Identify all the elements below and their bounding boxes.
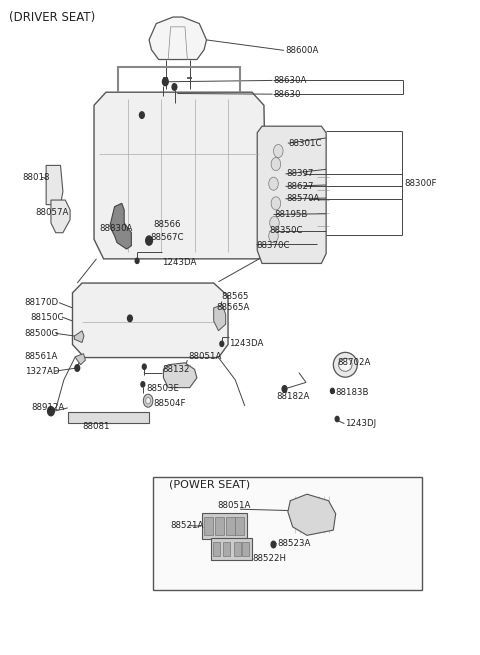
Text: 88350C: 88350C — [270, 226, 303, 235]
Circle shape — [269, 229, 278, 242]
Bar — [202, 513, 247, 539]
Text: (DRIVER SEAT): (DRIVER SEAT) — [9, 11, 96, 24]
Text: 88504F: 88504F — [154, 400, 186, 409]
Bar — [153, 477, 422, 590]
Circle shape — [330, 388, 334, 394]
Text: 88170D: 88170D — [24, 298, 59, 307]
Bar — [211, 538, 252, 560]
Circle shape — [335, 417, 339, 422]
Text: 88150C: 88150C — [30, 312, 64, 322]
Text: 88627: 88627 — [287, 182, 314, 191]
Text: 88565: 88565 — [222, 291, 249, 301]
Polygon shape — [74, 331, 84, 343]
Circle shape — [143, 364, 146, 369]
Polygon shape — [257, 126, 326, 263]
Circle shape — [75, 365, 80, 371]
Polygon shape — [288, 494, 336, 535]
Circle shape — [274, 145, 283, 158]
Bar — [68, 413, 149, 423]
Bar — [223, 542, 230, 556]
Text: 88301C: 88301C — [289, 139, 322, 147]
Circle shape — [271, 158, 281, 171]
Bar — [234, 542, 241, 556]
Polygon shape — [46, 166, 63, 204]
Text: 88397: 88397 — [287, 170, 314, 178]
Circle shape — [141, 382, 145, 387]
Ellipse shape — [333, 352, 357, 377]
Circle shape — [135, 258, 139, 263]
Text: 88081: 88081 — [82, 422, 109, 431]
Text: 1243DJ: 1243DJ — [345, 419, 376, 428]
Circle shape — [271, 196, 281, 210]
Polygon shape — [214, 305, 226, 331]
Text: 88195B: 88195B — [275, 210, 308, 219]
Polygon shape — [110, 203, 132, 249]
Polygon shape — [94, 92, 266, 259]
Text: 88500G: 88500G — [24, 329, 59, 338]
Text: 88522H: 88522H — [252, 553, 287, 563]
Text: 88567C: 88567C — [150, 233, 183, 242]
Text: 88912A: 88912A — [32, 403, 65, 413]
Text: 88521A: 88521A — [170, 521, 204, 530]
Circle shape — [220, 341, 224, 346]
Circle shape — [172, 84, 177, 90]
Bar — [204, 517, 213, 535]
Text: 88523A: 88523A — [277, 538, 311, 548]
Circle shape — [140, 112, 144, 119]
Text: 88018: 88018 — [22, 173, 50, 181]
Text: 88057A: 88057A — [35, 208, 69, 217]
Text: 88702A: 88702A — [337, 358, 371, 367]
Text: 1327AD: 1327AD — [24, 367, 59, 376]
Circle shape — [144, 394, 153, 407]
Circle shape — [48, 407, 54, 416]
Text: 88300F: 88300F — [405, 179, 437, 187]
Circle shape — [271, 541, 276, 548]
Text: 88051A: 88051A — [188, 352, 222, 361]
Text: 88630A: 88630A — [274, 76, 307, 85]
Circle shape — [146, 236, 153, 245]
Text: 88182A: 88182A — [276, 392, 309, 401]
Text: 1243DA: 1243DA — [162, 257, 197, 267]
Text: 88830A: 88830A — [100, 223, 133, 233]
Text: 88600A: 88600A — [285, 46, 318, 55]
Text: 88565A: 88565A — [216, 303, 250, 312]
Text: 88503E: 88503E — [147, 384, 180, 394]
Polygon shape — [51, 200, 70, 233]
Bar — [242, 542, 249, 556]
Text: 88630: 88630 — [274, 90, 301, 99]
Bar — [215, 517, 224, 535]
Bar — [235, 517, 244, 535]
Text: 88561A: 88561A — [24, 352, 58, 362]
Circle shape — [270, 216, 279, 229]
Text: 88570A: 88570A — [287, 195, 320, 203]
Circle shape — [146, 398, 151, 404]
Circle shape — [128, 315, 132, 322]
Circle shape — [282, 386, 287, 392]
Bar — [226, 517, 235, 535]
Text: 1243DA: 1243DA — [229, 339, 264, 348]
Circle shape — [269, 177, 278, 190]
Polygon shape — [72, 283, 228, 358]
Text: 88051A: 88051A — [217, 501, 251, 510]
Text: 88370C: 88370C — [257, 240, 290, 250]
Bar — [213, 542, 220, 556]
Polygon shape — [163, 363, 197, 388]
Polygon shape — [75, 354, 85, 365]
Text: 88132: 88132 — [162, 365, 190, 375]
Text: 88183B: 88183B — [336, 388, 369, 398]
Text: 88566: 88566 — [154, 219, 181, 229]
Ellipse shape — [338, 358, 352, 371]
Circle shape — [162, 78, 168, 86]
Text: (POWER SEAT): (POWER SEAT) — [169, 479, 250, 489]
Polygon shape — [149, 17, 206, 60]
